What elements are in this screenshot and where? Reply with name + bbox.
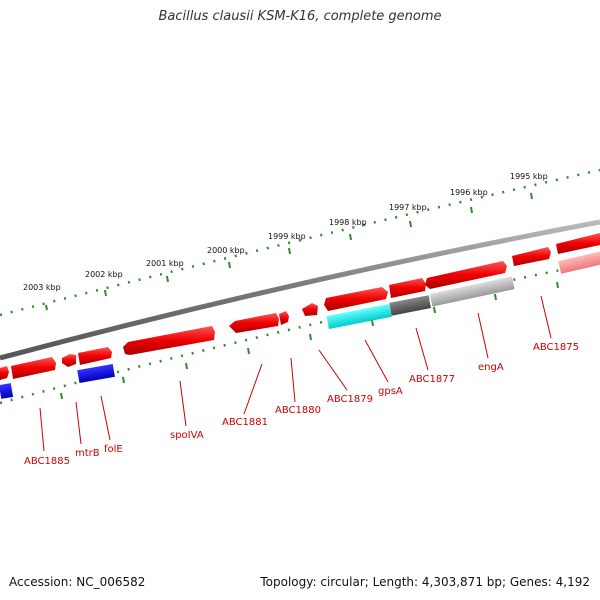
kbp-label: 2000 kbp [207,246,245,255]
gene-label[interactable]: ABC1879 [327,394,373,405]
gene-block-cyan[interactable] [326,304,392,329]
gene-label[interactable]: ABC1880 [275,405,321,416]
gene-arrow[interactable] [389,278,426,298]
kbp-label: 1995 kbp [510,172,548,181]
gene-label[interactable]: mtrB [75,448,100,459]
gene-arrow[interactable] [78,347,112,365]
gene-arrow[interactable] [324,287,388,311]
kbp-label: 2003 kbp [23,283,61,292]
inner-major-ticks [60,281,559,400]
kbp-label: 1997 kbp [389,203,427,212]
gene-arrow[interactable] [229,313,279,333]
gene-label[interactable]: ABC1881 [222,417,268,428]
gene-arrow[interactable] [62,354,76,367]
kbp-label: 2002 kbp [85,270,123,279]
gene-labels: ABC1885 mtrB folE spoIVA ABC1881 ABC1880… [24,342,579,467]
kbp-label: 1998 kbp [329,218,367,227]
gene-block-pink[interactable] [558,250,600,274]
gene-block-blue[interactable] [0,383,14,399]
gene-block-light-gray[interactable] [429,276,515,307]
gene-arrow[interactable] [11,357,56,379]
map-title: Bacillus clausii KSM-K16, complete genom… [158,9,442,24]
forward-genes [0,233,600,380]
gene-arrow[interactable] [302,303,318,316]
gene-block-blue[interactable] [77,363,115,384]
gene-arrow[interactable] [512,247,551,266]
gene-block-dark-gray[interactable] [389,295,431,316]
outer-major-ticks [45,192,533,311]
gene-arrow[interactable] [425,261,507,289]
genome-backbone [0,219,600,361]
gene-label[interactable]: folE [104,444,123,455]
accession-text: Accession: NC_006582 [9,575,146,589]
gene-arrow[interactable] [0,366,9,380]
inner-scale-ring [0,260,600,405]
gene-arrow[interactable] [556,233,600,254]
kbp-label: 2001 kbp [146,259,184,268]
kbp-labels: 2003 kbp 2002 kbp 2001 kbp 2000 kbp 1999… [23,172,548,292]
gene-label[interactable]: gpsA [378,386,403,397]
reverse-genes [0,250,600,399]
kbp-label: 1999 kbp [268,232,306,241]
gene-label[interactable]: ABC1877 [409,374,455,385]
gene-callouts [39,295,552,452]
gene-arrow[interactable] [279,311,289,325]
gene-label[interactable]: ABC1875 [533,342,579,353]
gene-label[interactable]: ABC1885 [24,456,70,467]
kbp-label: 1996 kbp [450,188,488,197]
outer-scale-ring [0,168,600,317]
gene-label[interactable]: engA [478,362,504,373]
gene-label[interactable]: spoIVA [170,430,204,441]
gene-arrow[interactable] [123,326,215,355]
genome-summary-text: Topology: circular; Length: 4,303,871 bp… [260,575,590,589]
